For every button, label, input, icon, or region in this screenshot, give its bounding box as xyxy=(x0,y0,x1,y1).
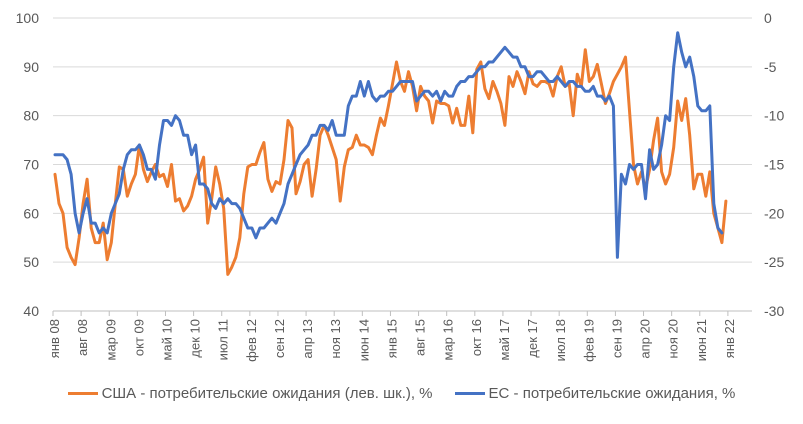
left-tick-label: 50 xyxy=(23,254,39,270)
x-tick-label: ноя 13 xyxy=(328,319,343,359)
right-tick-label: 0 xyxy=(764,10,772,26)
x-tick-label: июл 18 xyxy=(553,319,568,361)
x-tick-label: янв 15 xyxy=(384,319,399,358)
left-tick-label: 90 xyxy=(23,59,39,75)
x-tick-label: окт 16 xyxy=(469,319,484,356)
x-tick-label: ноя 20 xyxy=(666,319,681,359)
right-y-axis: -30 -25 -20 -15 -10 -5 0 xyxy=(764,10,784,319)
x-tick-label: мар 16 xyxy=(441,319,456,360)
x-axis: янв 08 авг 08 мар 09 окт 09 май 10 дек 10 июл … xyxy=(47,310,752,362)
legend-swatch-orange xyxy=(67,392,98,395)
legend-label-us: США - потребительские ожидания (лев. шк.… xyxy=(101,385,433,402)
x-tick-label: сен 12 xyxy=(272,319,287,358)
right-tick-label: -5 xyxy=(764,59,777,75)
left-tick-label: 80 xyxy=(23,108,39,124)
legend-item-us: США - потребительские ожидания (лев. шк.… xyxy=(67,385,433,402)
right-tick-label: -25 xyxy=(764,254,784,270)
right-tick-label: -30 xyxy=(764,303,784,319)
legend-item-eu: ЕС - потребительские ожидания, % xyxy=(454,385,736,402)
legend-label-eu: ЕС - потребительские ожидания, % xyxy=(488,385,736,402)
x-tick-label: авг 15 xyxy=(413,319,428,356)
x-tick-label: янв 22 xyxy=(722,319,737,358)
x-tick-label: июн 14 xyxy=(356,319,371,361)
left-tick-label: 60 xyxy=(23,205,39,221)
line-chart: 40 50 60 70 80 90 100 -30 -25 -20 -15 -10 -5 0 янв 0… xyxy=(16,10,785,362)
right-tick-label: -20 xyxy=(764,205,784,221)
x-tick-label: сен 19 xyxy=(609,319,624,358)
x-tick-label: май 17 xyxy=(497,319,512,361)
x-tick-label: окт 09 xyxy=(131,319,146,356)
x-tick-label: янв 08 xyxy=(47,319,62,358)
right-tick-label: -15 xyxy=(764,157,784,173)
x-tick-label: фев 19 xyxy=(581,319,596,362)
x-tick-label: авг 08 xyxy=(75,319,90,356)
x-tick-label: май 10 xyxy=(159,319,174,361)
x-tick-label: дек 17 xyxy=(525,319,540,358)
x-tick-label: дек 10 xyxy=(188,319,203,358)
legend: США - потребительские ожидания (лев. шк.… xyxy=(0,385,803,402)
gridlines xyxy=(53,17,752,312)
x-tick-label: апр 13 xyxy=(300,319,315,359)
series-lines xyxy=(53,31,728,276)
right-tick-label: -10 xyxy=(764,108,784,124)
series-line-us xyxy=(53,48,728,276)
left-tick-label: 70 xyxy=(23,157,39,173)
left-y-axis: 40 50 60 70 80 90 100 xyxy=(16,10,40,319)
x-tick-label: июл 11 xyxy=(216,319,231,360)
x-tick-label: мар 09 xyxy=(103,319,118,360)
x-tick-label: фев 12 xyxy=(244,319,259,362)
left-tick-label: 100 xyxy=(16,10,40,26)
left-tick-label: 40 xyxy=(23,303,39,319)
series-line-eu xyxy=(53,31,724,259)
x-tick-label: апр 20 xyxy=(638,319,653,359)
x-tick-label: июн 21 xyxy=(694,319,709,361)
legend-swatch-blue xyxy=(454,392,485,395)
